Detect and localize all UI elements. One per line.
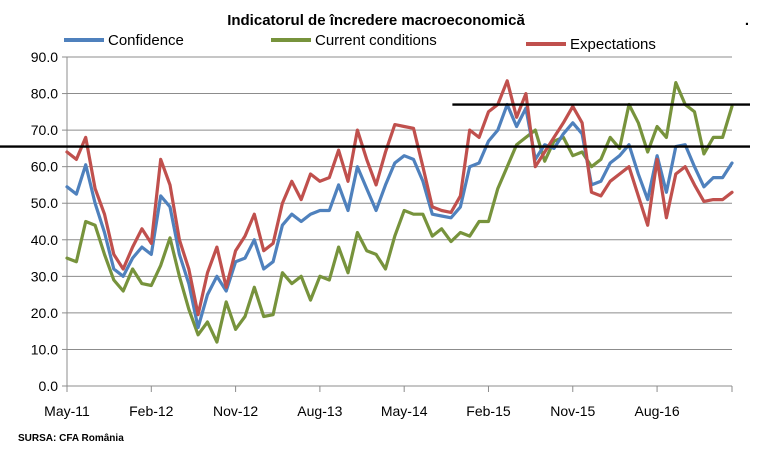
y-tick-label: 0.0	[39, 378, 59, 394]
y-tick-label: 70.0	[31, 122, 58, 138]
x-tick-label: May-14	[381, 403, 428, 419]
y-tick-label: 60.0	[31, 159, 58, 175]
series-line-confidence	[65, 102, 734, 330]
legend-label-current-conditions: Current conditions	[315, 32, 437, 49]
y-tick-label: 40.0	[31, 232, 58, 248]
y-tick-label: 10.0	[31, 341, 58, 357]
y-tick-label: 20.0	[31, 305, 58, 321]
y-tick-label: 50.0	[31, 195, 58, 211]
x-tick-label: May-11	[44, 403, 90, 419]
reference-lines	[0, 103, 750, 148]
y-tick-label: 90.0	[31, 49, 58, 65]
y-axis: 0.0 10.0 20.0 30.0 40.0 50.0 60.0 70.0 80.0 90.0	[31, 49, 68, 394]
legend: Confidence Current conditions Expectatio…	[64, 32, 656, 53]
x-axis: May-11 Feb-12 Nov-12 Aug-13 May-14 Feb-15 Nov-…	[44, 385, 733, 419]
x-tick-label: Nov-12	[213, 403, 258, 419]
y-tick-label: 80.0	[31, 86, 58, 102]
x-tick-label: Nov-15	[550, 403, 595, 419]
series-line-current-conditions	[65, 80, 734, 344]
series-line-expectations	[65, 79, 734, 317]
legend-item-current-conditions: Current conditions	[271, 32, 437, 49]
x-tick-label: Aug-13	[297, 403, 342, 419]
x-tick-label: Aug-16	[634, 403, 679, 419]
chart-title: Indicatorul de încredere macroeconomică	[227, 12, 525, 29]
legend-label-confidence: Confidence	[108, 32, 184, 49]
legend-label-expectations: Expectations	[570, 36, 656, 53]
chart-title-marker: .	[745, 12, 749, 29]
x-tick-label: Feb-12	[129, 403, 174, 419]
source-note: SURSA: CFA România	[18, 433, 124, 444]
legend-item-confidence: Confidence	[64, 32, 184, 49]
legend-item-expectations: Expectations	[526, 36, 656, 53]
y-tick-label: 30.0	[31, 268, 58, 284]
x-tick-label: Feb-15	[466, 403, 511, 419]
series-lines	[65, 79, 734, 344]
